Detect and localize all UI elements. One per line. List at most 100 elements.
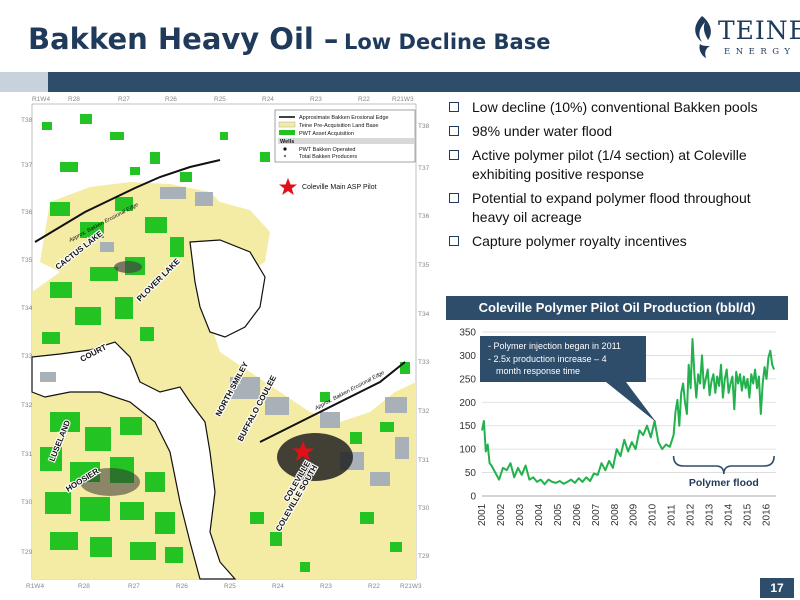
township-label: T32 (21, 402, 33, 409)
township-label: T38 (418, 123, 430, 130)
polymer-flood-brace (672, 455, 775, 475)
township-label: T31 (21, 451, 33, 458)
range-label: R1W4 (26, 583, 44, 590)
corridor-area-2 (189, 239, 266, 338)
hoosier-well-cluster (80, 468, 140, 496)
township-label: T29 (418, 553, 430, 560)
range-label: R25 (214, 96, 226, 103)
title-sub: Low Decline Base (344, 30, 551, 54)
range-label: R21W3 (400, 583, 422, 590)
coleville-well-cluster (277, 433, 353, 481)
township-labels-left: T38 T37 T36 T35 T34 T33 T32 T31 T30 T29 (21, 117, 33, 556)
legend-acquisition-text: PWT Asset Acquisition (299, 131, 354, 137)
township-label: T30 (21, 499, 33, 506)
legend-well2-text: Total Bakken Producers (299, 154, 357, 160)
title-main: Bakken Heavy Oil – (28, 22, 339, 56)
brace-annotation: Polymer flood (672, 455, 775, 489)
township-label: T38 (21, 117, 33, 124)
y-tick-label: 350 (459, 328, 476, 339)
chart-header: Coleville Polymer Pilot Oil Production (… (446, 296, 788, 320)
township-labels-right: T38 T37 T36 T35 T34 T33 T32 T31 T30 T29 (418, 123, 430, 560)
range-label: R1W4 (32, 96, 50, 103)
bullet-text: Low decline (10%) conventional Bakken po… (472, 99, 758, 115)
township-label: T32 (418, 408, 430, 415)
x-tick-label: 2008 (610, 503, 621, 526)
logo-word: TEINE (718, 16, 800, 45)
x-tick-label: 2012 (686, 503, 697, 526)
range-label: R27 (128, 583, 140, 590)
page-number: 17 (760, 578, 794, 598)
range-label: R25 (224, 583, 236, 590)
township-label: T33 (418, 359, 430, 366)
flame-icon (695, 16, 711, 58)
range-label: R24 (272, 583, 284, 590)
header-bar-light (0, 72, 48, 92)
x-tick-label: 2001 (477, 503, 488, 526)
acquisition-blocks (40, 114, 410, 572)
coleville-star-icon (292, 441, 314, 461)
range-labels-top: R1W4 R28 R27 R26 R25 R24 R23 R22 R21W3 (32, 96, 414, 103)
range-label: R23 (320, 583, 332, 590)
township-label: T35 (418, 262, 430, 269)
range-label: R23 (310, 96, 322, 103)
map-legend: Approximate Bakken Erosional Edge Teine … (274, 109, 416, 163)
production-series-line (481, 338, 776, 486)
township-label: T36 (418, 213, 430, 220)
y-tick-label: 100 (459, 445, 476, 456)
square-bullet-icon (449, 102, 459, 112)
bullet-item: Active polymer pilot (1/4 section) at Co… (446, 146, 790, 184)
x-tick-label: 2005 (553, 503, 564, 526)
x-tick-label: 2004 (534, 503, 545, 526)
polymer-flood-label: Polymer flood (689, 477, 759, 489)
x-tick-label: 2016 (762, 503, 773, 526)
range-label: R22 (368, 583, 380, 590)
erosional-edge-south (259, 361, 406, 443)
y-tick-label: 300 (459, 351, 476, 362)
x-tick-label: 2007 (591, 503, 602, 526)
cactus-well-cluster (114, 261, 142, 273)
square-bullet-icon (449, 193, 459, 203)
township-label: T34 (418, 311, 430, 318)
range-label: R28 (68, 96, 80, 103)
township-label: T29 (21, 549, 33, 556)
x-tick-labels: 2001 2002 2003 2004 2005 2006 2007 2008 2009 2010… (477, 503, 773, 526)
bullet-item: 98% under water flood (446, 122, 790, 141)
x-tick-label: 2015 (743, 503, 754, 526)
square-bullet-icon (449, 150, 459, 160)
x-tick-label: 2010 (648, 503, 659, 526)
x-tick-label: 2009 (629, 503, 640, 526)
pilot-label: Coleville Main ASP Pilot (302, 184, 377, 191)
x-tick-label: 2014 (724, 503, 735, 526)
x-tick-label: 2011 (667, 504, 678, 526)
land-base-north (40, 182, 220, 272)
callout-line-1: - Polymer injection began in 2011 (488, 341, 621, 351)
x-tick-label: 2002 (496, 503, 507, 526)
bullet-item: Low decline (10%) conventional Bakken po… (446, 98, 790, 117)
y-tick-label: 250 (459, 374, 476, 385)
y-tick-label: 50 (465, 468, 477, 479)
square-bullet-icon (449, 236, 459, 246)
x-tick-label: 2003 (515, 503, 526, 526)
logo-energy: ENERGY (724, 47, 796, 57)
pilot-star-icon (279, 178, 297, 195)
township-label: T37 (21, 162, 33, 169)
y-tick-label: 0 (470, 492, 476, 503)
township-label: T34 (21, 305, 33, 312)
page-title: Bakken Heavy Oil – Low Decline Base (28, 22, 550, 56)
range-label: R28 (78, 583, 90, 590)
bullet-text: Active polymer pilot (1/4 section) at Co… (472, 147, 747, 182)
land-map: R1W4 R28 R27 R26 R25 R24 R23 R22 R21W3 R… (20, 92, 430, 590)
township-label: T37 (418, 165, 430, 172)
y-tick-label: 200 (459, 398, 476, 409)
erosional-edge-north (34, 159, 221, 243)
corridor-area (31, 341, 237, 580)
range-label: R21W3 (392, 96, 414, 103)
bullet-text: 98% under water flood (472, 123, 613, 139)
range-label: R24 (262, 96, 274, 103)
bullet-item: Capture polymer royalty incentives (446, 232, 790, 251)
square-bullet-icon (449, 126, 459, 136)
range-label: R22 (358, 96, 370, 103)
y-tick-label: 150 (459, 421, 476, 432)
callout-line-3: month response time (496, 366, 580, 376)
legend-well1-text: PWT Bakken Operated (299, 147, 355, 153)
